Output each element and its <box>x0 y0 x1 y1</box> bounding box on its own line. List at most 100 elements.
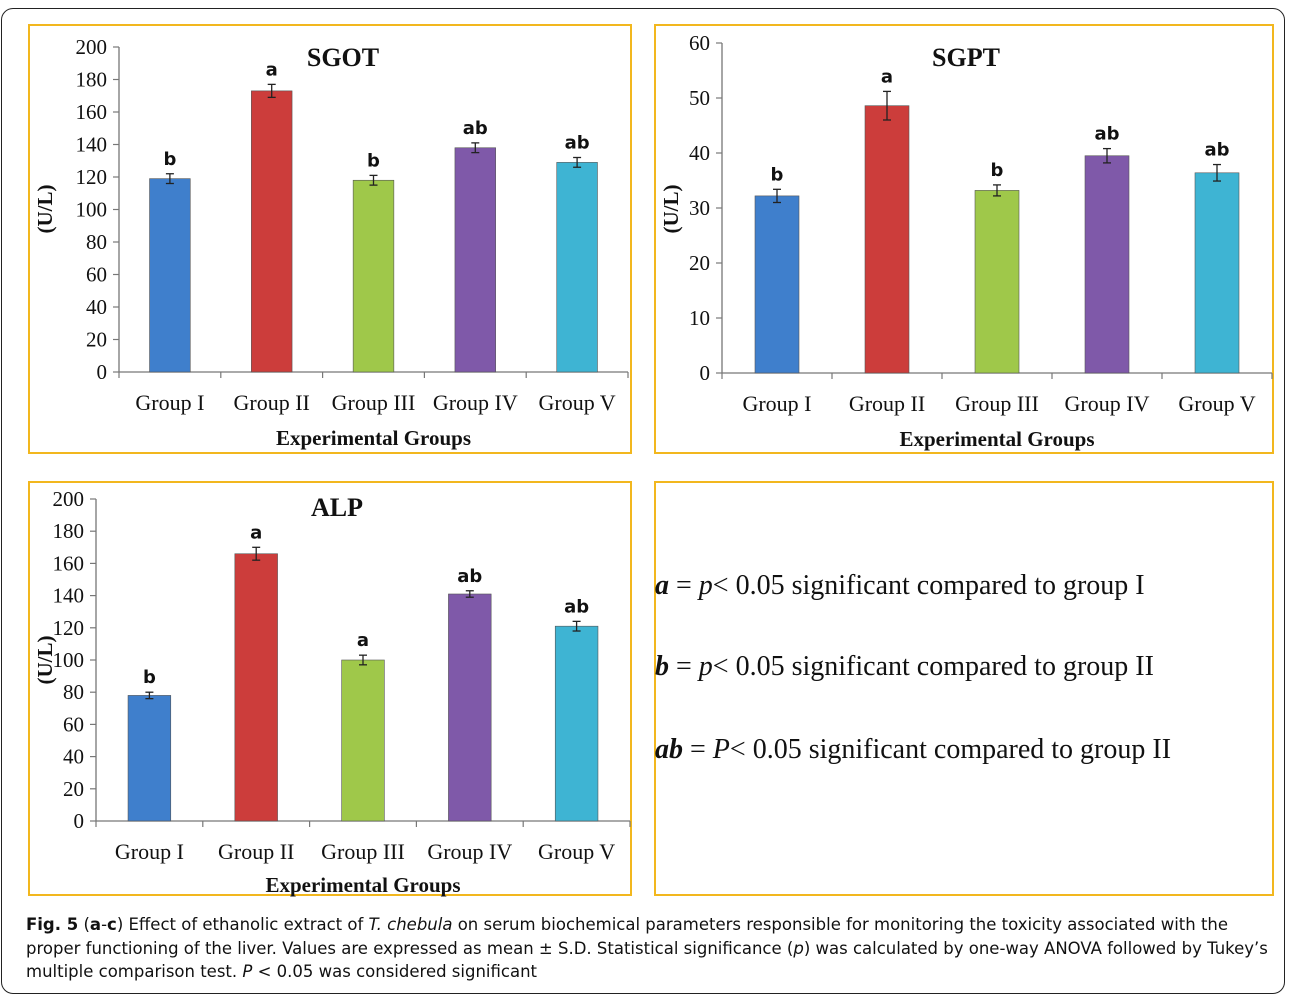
significance-label: ab <box>1204 140 1229 161</box>
panel-sgot: SGOT (U/L) 0 20 40 60 80 100 120 140 160 180 200 b Gro… <box>28 24 632 454</box>
significance-label: ab <box>463 118 488 139</box>
y-tick-label: 10 <box>689 306 710 330</box>
y-tick-label: 200 <box>53 487 85 511</box>
x-axis-label: Experimental Groups <box>276 426 471 450</box>
sgpt-chart: SGPT (U/L) 0 10 20 30 40 50 60 b Group I a Group II b… <box>659 31 1273 451</box>
bar-4 <box>448 593 492 822</box>
significance-label: b <box>771 164 784 185</box>
bar-1 <box>149 178 191 373</box>
y-tick-label: 50 <box>689 86 710 110</box>
legend-line-a: a = p< 0.05 significant compared to grou… <box>655 570 1145 601</box>
y-tick-label: 80 <box>86 230 107 254</box>
y-tick-label: 60 <box>86 263 107 287</box>
significance-label: ab <box>564 596 589 617</box>
bar-1 <box>127 695 172 822</box>
bar-2 <box>234 553 278 822</box>
category-label: Group I <box>742 391 811 416</box>
category-label: Group III <box>955 391 1039 416</box>
category-label: Group II <box>849 391 925 416</box>
bar-2 <box>251 90 293 373</box>
bar-5 <box>554 625 599 822</box>
category-label: Group IV <box>427 839 512 864</box>
significance-label: b <box>163 149 176 170</box>
y-tick-label: 30 <box>689 196 710 220</box>
chart-title: ALP <box>311 493 363 522</box>
bar-3 <box>352 179 395 373</box>
y-tick-label: 140 <box>76 133 108 157</box>
y-tick-label: 120 <box>76 165 108 189</box>
legend-line-b: b = p< 0.05 significant compared to grou… <box>655 651 1154 682</box>
figure-caption: Fig. 5 (a-c) Effect of ethanolic extract… <box>26 915 1268 981</box>
caption-fig-label: Fig. 5 <box>26 915 79 934</box>
legend-text: < 0.05 significant compared to group I <box>712 570 1145 601</box>
panel-legend <box>654 481 1274 896</box>
chart-title: SGOT <box>307 43 379 72</box>
significance-label: ab <box>457 566 482 587</box>
significance-label: a <box>250 522 262 543</box>
category-label: Group I <box>135 390 204 415</box>
y-tick-label: 80 <box>63 680 84 704</box>
y-axis-label: (U/L) <box>33 636 57 685</box>
figure-frame <box>1 8 1285 994</box>
y-tick-label: 60 <box>63 712 84 736</box>
category-label: Group IV <box>433 390 518 415</box>
y-tick-label: 20 <box>63 777 84 801</box>
bar-2 <box>864 105 910 374</box>
y-tick-label: 40 <box>689 141 710 165</box>
category-label: Group III <box>332 390 416 415</box>
y-tick-label: 0 <box>97 360 108 384</box>
legend-text: < 0.05 significant compared to group II <box>729 734 1172 765</box>
bar-3 <box>974 190 1020 374</box>
category-label: Group III <box>321 839 405 864</box>
y-tick-label: 60 <box>689 31 710 55</box>
category-label: Group IV <box>1065 391 1150 416</box>
category-label: Group II <box>234 390 310 415</box>
y-tick-label: 140 <box>53 584 85 608</box>
y-tick-label: 20 <box>86 328 107 352</box>
y-axis-label: (U/L) <box>33 185 57 234</box>
x-axis-label: Experimental Groups <box>899 427 1094 451</box>
y-tick-label: 120 <box>53 616 85 640</box>
legend-key: b <box>655 651 669 682</box>
chart-title: SGPT <box>932 43 1000 72</box>
sgot-chart: SGOT (U/L) 0 20 40 60 80 100 120 140 160 180 200 b Gro… <box>33 35 629 450</box>
significance-label: b <box>367 150 380 171</box>
y-tick-label: 160 <box>76 100 108 124</box>
y-tick-label: 20 <box>689 251 710 275</box>
panel-alp: ALP (U/L) 0 20 40 60 80 100 120 140 160 180 200 b Grou… <box>28 481 632 897</box>
bar-3 <box>341 659 385 822</box>
y-tick-label: 100 <box>76 198 108 222</box>
y-tick-label: 180 <box>53 519 85 543</box>
y-axis-label: (U/L) <box>659 185 683 234</box>
significance-label: b <box>991 160 1004 181</box>
legend-key: ab <box>655 734 683 765</box>
legend-text: < 0.05 significant compared to group II <box>712 651 1154 682</box>
significance-label: a <box>881 66 893 87</box>
y-tick-label: 100 <box>53 648 85 672</box>
y-tick-label: 40 <box>63 745 84 769</box>
y-tick-label: 180 <box>76 68 108 92</box>
significance-label: a <box>357 630 369 651</box>
category-label: Group V <box>538 390 615 415</box>
y-tick-label: 160 <box>53 551 85 575</box>
bar-5 <box>1194 172 1240 374</box>
bar-5 <box>556 162 598 373</box>
significance-label: b <box>143 667 156 688</box>
bar-4 <box>454 147 496 373</box>
y-tick-label: 0 <box>700 361 711 385</box>
category-label: Group I <box>115 839 184 864</box>
bar-1 <box>754 195 800 374</box>
legend-key: a <box>655 570 669 601</box>
alp-chart: ALP (U/L) 0 20 40 60 80 100 120 140 160 180 200 b Grou… <box>33 487 631 897</box>
significance-label: a <box>266 59 278 80</box>
significance-label: ab <box>1094 124 1119 145</box>
x-axis-label: Experimental Groups <box>265 873 460 897</box>
category-label: Group II <box>218 839 294 864</box>
significance-label: ab <box>565 133 590 154</box>
y-tick-label: 40 <box>86 295 107 319</box>
category-label: Group V <box>1178 391 1255 416</box>
legend-line-ab: ab = P< 0.05 significant compared to gro… <box>655 734 1172 765</box>
panel-sgpt: SGPT (U/L) 0 10 20 30 40 50 60 b Group I a Group II b… <box>654 24 1274 454</box>
category-label: Group V <box>538 839 615 864</box>
bar-4 <box>1084 155 1130 374</box>
